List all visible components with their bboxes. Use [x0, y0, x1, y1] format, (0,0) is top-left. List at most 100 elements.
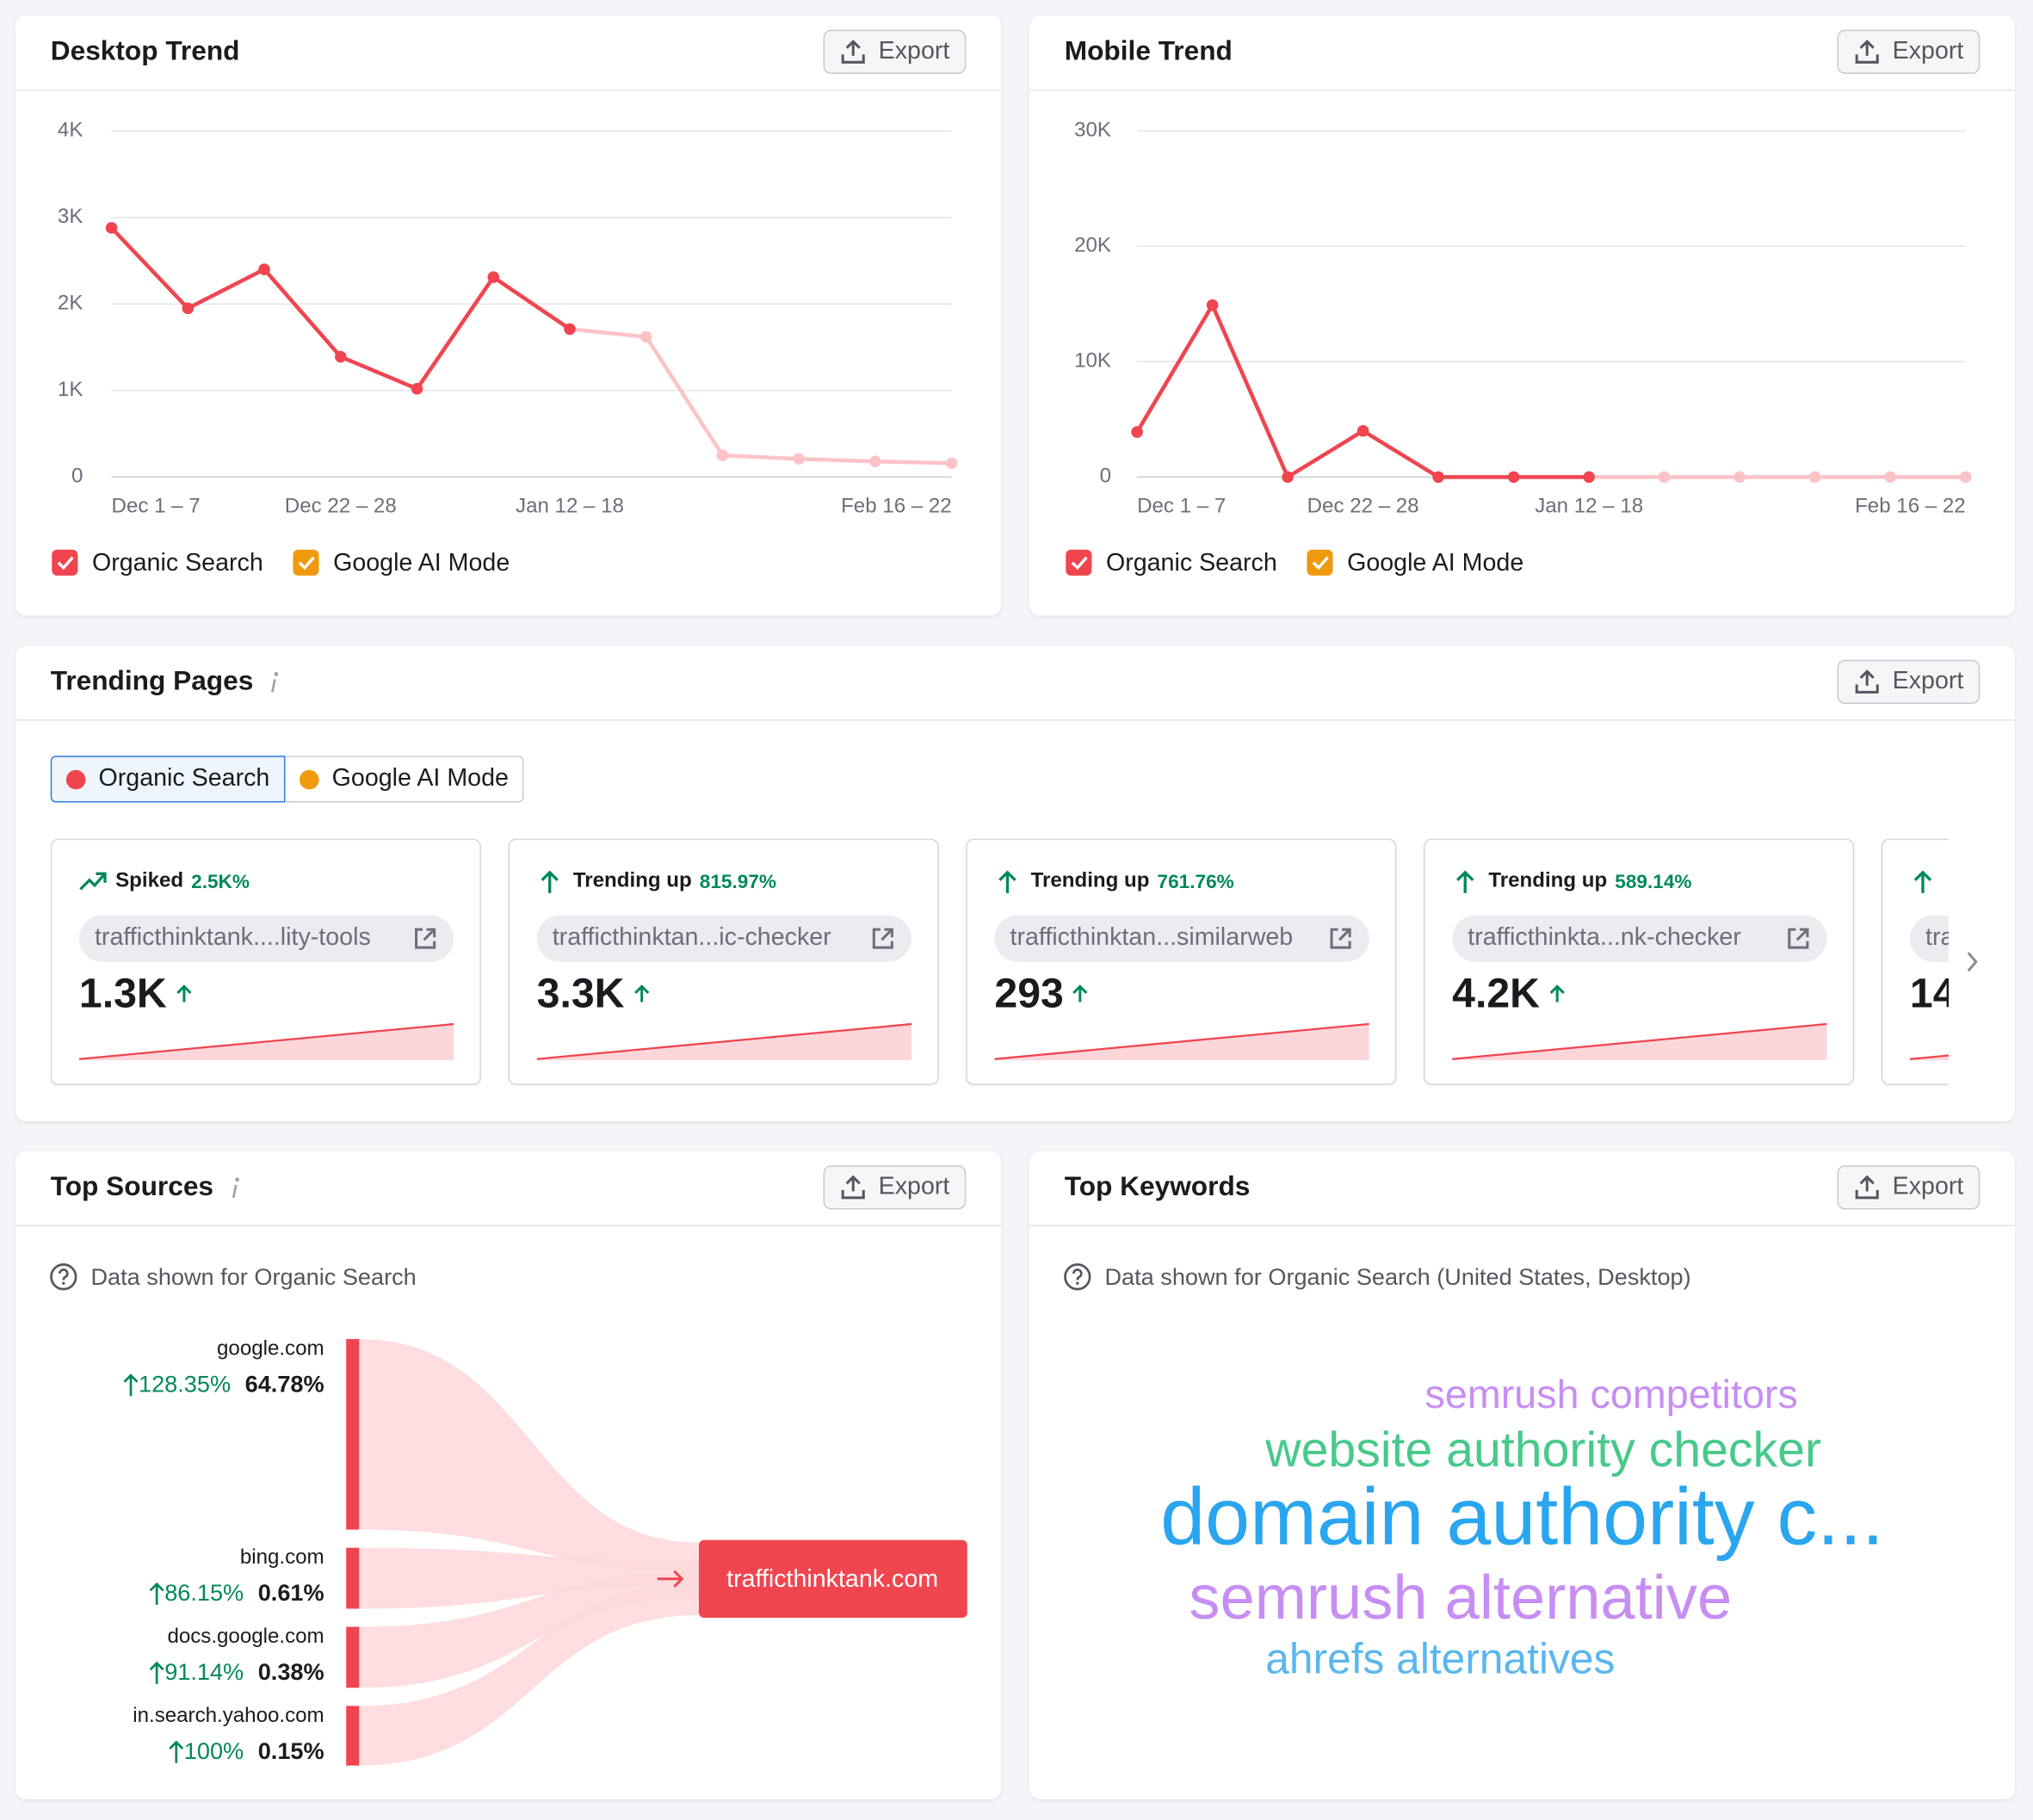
trend-label: Trending up	[572, 869, 692, 892]
change-arrow	[149, 1661, 164, 1684]
y-tick-label: 20K	[1074, 234, 1111, 257]
panel-header: Mobile Trend	[1065, 34, 1233, 70]
y-tick-label: 10K	[1074, 349, 1111, 373]
external-link-icon	[872, 928, 893, 949]
source-flow	[359, 1583, 699, 1766]
panel: 0 1K 2K 3K 4K Dec 1 – 7 Dec 22 – 28 Jan 12 – 18…	[15, 15, 1001, 616]
data-point	[1131, 426, 1143, 438]
value-text: 1.3K	[78, 969, 167, 1017]
next-arrow-part	[1967, 952, 1978, 972]
trend-icon	[1913, 870, 1932, 893]
tab[interactable]: Organic Search	[50, 756, 286, 803]
help-icon	[1064, 1263, 1091, 1291]
export-icon-part	[840, 1175, 865, 1200]
keyword[interactable]: domain authority c...	[1160, 1471, 1884, 1562]
export-icon-part	[1854, 40, 1879, 64]
y-tick-label: 1K	[58, 378, 83, 401]
up-arrow	[633, 984, 649, 1002]
sparkline-part	[994, 1022, 1369, 1060]
data-point	[1884, 471, 1896, 484]
up-arrow-part	[1548, 984, 1565, 1002]
up-arrow	[176, 984, 191, 1002]
external-link-icon	[415, 928, 436, 949]
source-share: 0.15%	[258, 1737, 324, 1764]
help-icon-part	[1064, 1263, 1091, 1291]
value-text: 293	[994, 969, 1064, 1017]
export-button[interactable]: Export	[1837, 659, 1980, 704]
data-point	[1432, 471, 1444, 484]
panel-title: Top Sources	[50, 1171, 214, 1202]
external-link-icon	[1788, 928, 1809, 949]
external-link-icon-part	[872, 928, 893, 949]
trend-icon	[998, 870, 1017, 893]
source-name: bing.com	[240, 1545, 324, 1569]
trend-icon-part	[1913, 870, 1932, 893]
legend-item[interactable]: Google AI Mode	[293, 549, 510, 577]
page-url[interactable]: trafficthinktan...similarweb	[994, 915, 1369, 962]
page-url[interactable]: trafficthinkta...nk-checker	[1452, 915, 1827, 962]
panel-title: Trending Pages	[50, 666, 254, 696]
export-icon-part	[1854, 669, 1879, 694]
page-card: tra 14	[1881, 838, 1950, 1085]
data-point	[945, 457, 958, 470]
panel: Trending Pages Export Organic Search Google…	[15, 645, 2015, 1122]
export-button[interactable]: Export	[823, 29, 967, 74]
value-text: 14	[1909, 969, 1949, 1017]
legend-item[interactable]: Organic Search	[52, 549, 263, 577]
keyword[interactable]: ahrefs alternatives	[1265, 1634, 1615, 1682]
sparkline	[994, 1022, 1369, 1061]
keyword[interactable]: semrush competitors	[1425, 1372, 1798, 1416]
data-point	[1282, 471, 1294, 484]
legend-item[interactable]: Google AI Mode	[1307, 549, 1523, 577]
legend-item[interactable]: Organic Search	[1066, 549, 1277, 577]
legend-label: Organic Search	[92, 549, 263, 577]
external-link-icon-part	[1330, 928, 1351, 949]
export-icon-part	[1854, 1175, 1879, 1200]
x-tick-label: Dec 1 – 7	[1137, 494, 1226, 517]
trend-label: Spiked	[115, 869, 184, 892]
change-arrow	[123, 1373, 139, 1397]
page-url[interactable]: trafficthinktank....lity-tools	[78, 915, 454, 962]
page-url[interactable]: tra	[1909, 915, 1950, 962]
legend-label: Google AI Mode	[1347, 549, 1523, 577]
export-button[interactable]: Export	[823, 1165, 967, 1210]
source-share: 0.61%	[258, 1579, 324, 1606]
source-flow	[359, 1547, 699, 1609]
note-text: Data shown for Organic Search	[90, 1262, 417, 1290]
data-point	[1808, 471, 1821, 484]
legend-check	[298, 556, 315, 571]
export-icon	[840, 1175, 865, 1200]
export-label: Export	[878, 37, 950, 65]
panel-canvas: 0 1K 2K 3K 4K Dec 1 – 7 Dec 22 – 28 Jan 12 – 18…	[52, 119, 958, 577]
panel-title: Top Keywords	[1064, 1171, 1251, 1202]
external-link-icon-part	[1788, 928, 1809, 949]
note-text: Data shown for Organic Search (United St…	[1104, 1262, 1691, 1290]
value-text: 3.3K	[536, 969, 625, 1017]
keyword[interactable]: website authority checker	[1264, 1422, 1821, 1478]
url-text: trafficthinktank....lity-tools	[94, 924, 371, 952]
up-arrow-part	[633, 984, 649, 1002]
export-button[interactable]: Export	[1837, 1165, 1980, 1210]
up-arrow-part	[1072, 984, 1089, 1002]
legend-check	[1312, 556, 1329, 571]
keyword[interactable]: semrush alternative	[1189, 1564, 1732, 1632]
tab[interactable]: Google AI Mode	[285, 756, 525, 803]
data-point	[1507, 471, 1520, 484]
data-point	[869, 455, 881, 468]
export-button[interactable]: Export	[1837, 29, 1980, 74]
data-note: Data shown for Organic Search	[49, 1262, 417, 1291]
legend-checkbox	[52, 549, 78, 576]
target-node	[698, 1539, 967, 1618]
page-url[interactable]: trafficthinktan...ic-checker	[536, 915, 911, 962]
data-point	[793, 453, 805, 466]
info-icon-part	[234, 1177, 239, 1182]
page-card: Trending up 589.14% trafficthinkta...nk-ch…	[1424, 838, 1855, 1085]
help-icon	[50, 1263, 77, 1291]
page-value: 3.3K	[537, 970, 651, 1018]
sparkline	[1452, 1022, 1827, 1061]
source-change: 91.14%	[164, 1658, 244, 1685]
x-tick-label: Dec 22 – 28	[1307, 494, 1419, 517]
source-flow	[359, 1339, 699, 1571]
